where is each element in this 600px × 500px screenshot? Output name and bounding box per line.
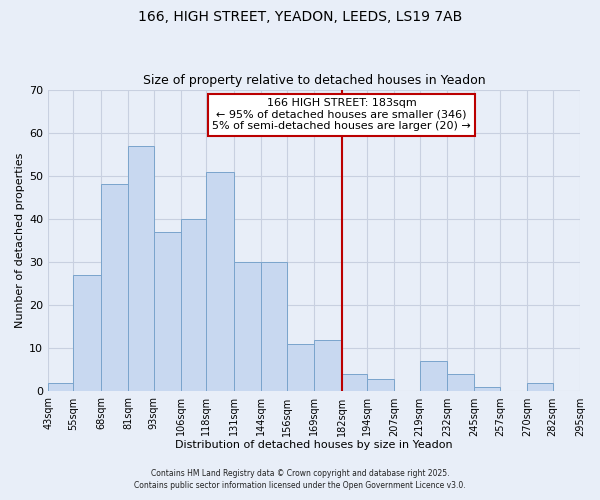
Bar [447,374,475,392]
X-axis label: Distribution of detached houses by size in Yeadon: Distribution of detached houses by size … [175,440,453,450]
Bar [48,383,73,392]
Title: Size of property relative to detached houses in Yeadon: Size of property relative to detached ho… [143,74,485,87]
Bar [287,344,314,392]
Bar [154,232,181,392]
Text: Contains HM Land Registry data © Crown copyright and database right 2025.
Contai: Contains HM Land Registry data © Crown c… [134,468,466,490]
Bar [527,383,553,392]
Bar [475,387,500,392]
Bar [234,262,262,392]
Bar [262,262,287,392]
Bar [73,275,101,392]
Bar [181,219,206,392]
Bar [128,146,154,392]
Y-axis label: Number of detached properties: Number of detached properties [15,153,25,328]
Text: 166, HIGH STREET, YEADON, LEEDS, LS19 7AB: 166, HIGH STREET, YEADON, LEEDS, LS19 7A… [138,10,462,24]
Bar [419,362,447,392]
Bar [341,374,367,392]
Bar [101,184,128,392]
Bar [314,340,341,392]
Bar [206,172,234,392]
Text: 166 HIGH STREET: 183sqm
← 95% of detached houses are smaller (346)
5% of semi-de: 166 HIGH STREET: 183sqm ← 95% of detache… [212,98,471,132]
Bar [367,378,394,392]
